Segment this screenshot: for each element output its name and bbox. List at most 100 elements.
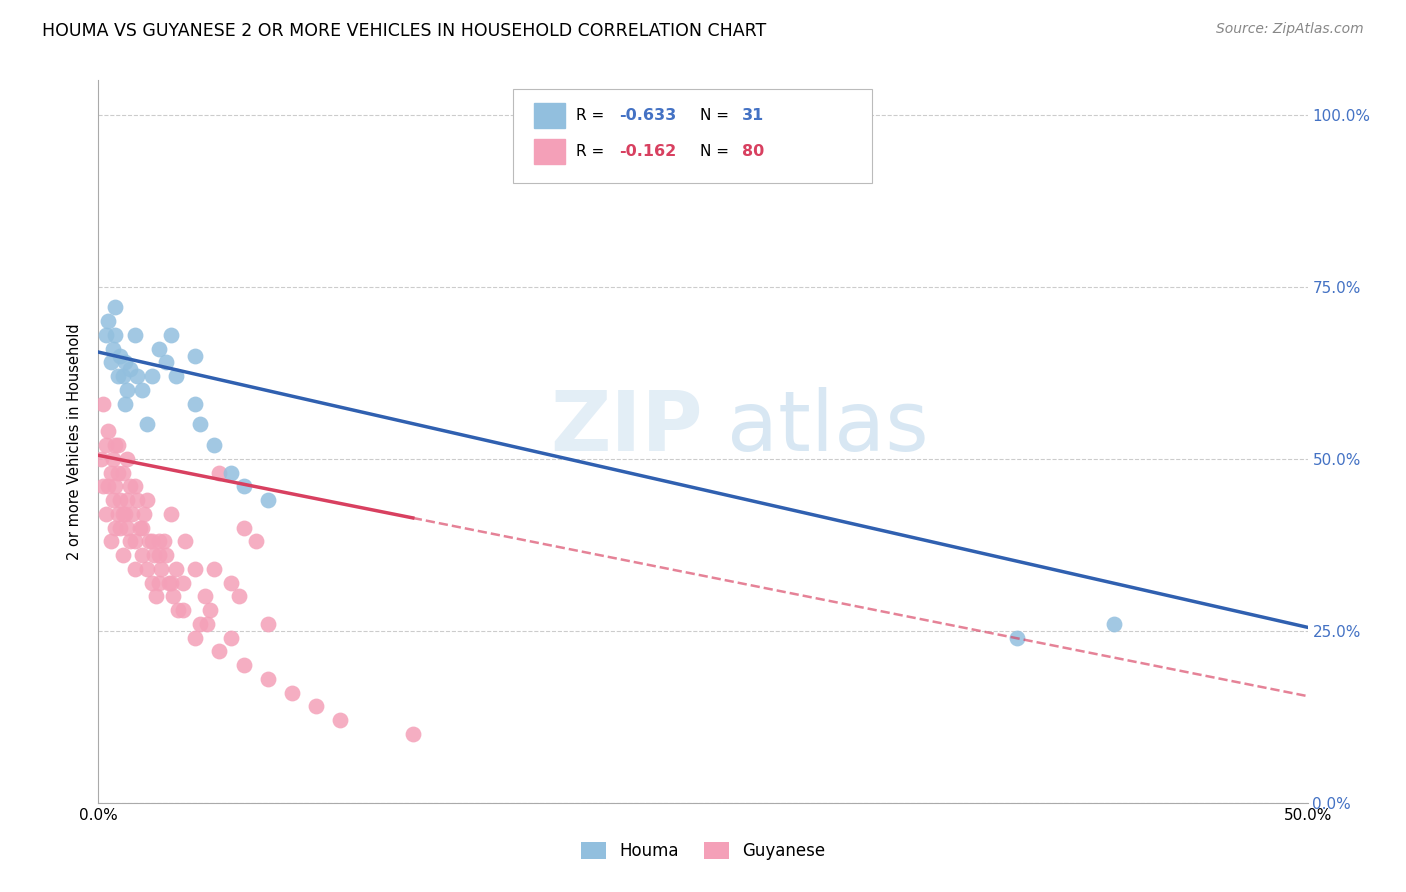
Point xyxy=(165,369,187,384)
Point xyxy=(134,507,156,521)
Point xyxy=(118,534,141,549)
Point xyxy=(141,369,163,384)
Point xyxy=(184,562,207,576)
Point xyxy=(160,507,183,521)
Point xyxy=(108,349,131,363)
Point xyxy=(117,493,139,508)
Point xyxy=(155,548,177,562)
Text: -0.162: -0.162 xyxy=(619,145,676,159)
Point xyxy=(114,397,136,411)
Point xyxy=(100,466,122,480)
Point xyxy=(198,603,221,617)
Point xyxy=(150,562,173,576)
Point xyxy=(135,562,157,576)
Point xyxy=(174,534,197,549)
Point xyxy=(160,575,183,590)
Point xyxy=(91,479,114,493)
Point xyxy=(148,575,170,590)
Point xyxy=(402,727,425,741)
Point xyxy=(221,466,243,480)
Point xyxy=(256,493,278,508)
Point xyxy=(117,451,139,466)
Text: N =: N = xyxy=(700,145,734,159)
Point xyxy=(97,424,120,438)
Point xyxy=(100,534,122,549)
Point xyxy=(329,713,352,727)
Text: atlas: atlas xyxy=(727,386,929,467)
Point xyxy=(101,342,124,356)
Point xyxy=(256,616,278,631)
Point xyxy=(111,507,134,521)
Point xyxy=(141,534,163,549)
Text: R =: R = xyxy=(576,145,610,159)
Point xyxy=(148,342,170,356)
Point xyxy=(167,603,190,617)
Point xyxy=(138,534,160,549)
Text: Source: ZipAtlas.com: Source: ZipAtlas.com xyxy=(1216,22,1364,37)
Point xyxy=(90,451,112,466)
Point xyxy=(145,590,167,604)
Point xyxy=(117,383,139,397)
Text: -0.633: -0.633 xyxy=(619,109,676,123)
Point xyxy=(131,383,153,397)
Point xyxy=(1102,616,1125,631)
Point xyxy=(104,327,127,342)
Text: N =: N = xyxy=(700,109,734,123)
Point xyxy=(141,575,163,590)
Point xyxy=(94,507,117,521)
Point xyxy=(124,479,146,493)
Y-axis label: 2 or more Vehicles in Household: 2 or more Vehicles in Household xyxy=(67,323,83,560)
Point xyxy=(143,548,166,562)
Point xyxy=(131,548,153,562)
Point xyxy=(124,327,146,342)
Point xyxy=(204,562,226,576)
Point xyxy=(160,327,183,342)
Point xyxy=(1007,631,1029,645)
Point xyxy=(184,349,207,363)
Text: 31: 31 xyxy=(742,109,765,123)
Point xyxy=(94,438,117,452)
Point xyxy=(188,616,211,631)
Point xyxy=(111,548,134,562)
Point xyxy=(107,507,129,521)
Point xyxy=(108,493,131,508)
Point xyxy=(104,479,127,493)
Point xyxy=(108,520,131,534)
Point xyxy=(94,327,117,342)
Text: HOUMA VS GUYANESE 2 OR MORE VEHICLES IN HOUSEHOLD CORRELATION CHART: HOUMA VS GUYANESE 2 OR MORE VEHICLES IN … xyxy=(42,22,766,40)
Point xyxy=(107,466,129,480)
Point xyxy=(221,631,243,645)
Point xyxy=(107,438,129,452)
Point xyxy=(148,548,170,562)
Text: 80: 80 xyxy=(742,145,765,159)
Point xyxy=(228,590,250,604)
Point xyxy=(128,520,150,534)
Point xyxy=(194,590,217,604)
Point xyxy=(117,520,139,534)
Legend: Houma, Guyanese: Houma, Guyanese xyxy=(574,835,832,867)
Point xyxy=(155,355,177,369)
Point xyxy=(232,658,254,673)
Point xyxy=(208,466,231,480)
Point xyxy=(281,686,304,700)
Point xyxy=(114,355,136,369)
Point xyxy=(208,644,231,658)
Point xyxy=(184,631,207,645)
Point xyxy=(107,369,129,384)
Point xyxy=(204,438,226,452)
Point xyxy=(232,479,254,493)
Point xyxy=(97,479,120,493)
Point xyxy=(101,493,124,508)
Point xyxy=(157,575,180,590)
Point xyxy=(91,397,114,411)
Point xyxy=(256,672,278,686)
Point xyxy=(152,534,174,549)
Point xyxy=(124,534,146,549)
Point xyxy=(195,616,218,631)
Point xyxy=(111,369,134,384)
Point xyxy=(245,534,267,549)
Point xyxy=(135,493,157,508)
Point xyxy=(131,520,153,534)
Point xyxy=(104,520,127,534)
Point xyxy=(101,451,124,466)
